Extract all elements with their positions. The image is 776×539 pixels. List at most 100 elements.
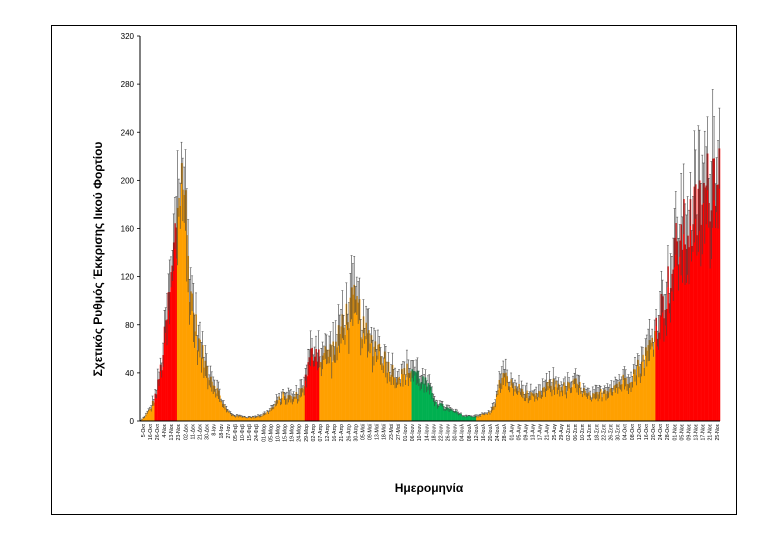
bar [683,199,685,421]
bar [333,354,336,421]
bar [358,299,361,421]
x-tick-label: 21-Νοε [708,423,714,440]
bar [145,414,147,421]
bar [436,404,439,421]
bar [480,415,482,421]
x-tick-label: 05-Μαϊ [360,423,366,440]
bar [394,378,396,421]
x-tick-label: 12-Οκτ [637,424,643,440]
bar [601,397,603,421]
bar [658,332,660,421]
bar [178,197,180,421]
x-tick-label: 19-Μαρ [290,424,296,442]
bar [528,396,531,421]
bar [398,376,400,421]
bar [633,369,635,421]
bar [373,346,375,421]
bar [639,373,642,421]
y-tick-label: 320 [121,32,135,41]
x-tick-label: 4-Νοε [162,423,168,437]
bar [258,416,261,421]
bar [523,397,526,421]
bar [147,410,150,421]
bar [349,297,352,421]
bar [261,415,263,421]
bar [631,381,634,421]
bar [684,244,686,421]
bar [452,410,454,421]
bar [368,330,370,421]
bar [665,308,668,421]
bar [303,386,306,421]
bar [477,416,480,421]
bar [310,348,312,421]
bar [573,378,576,421]
bar [619,384,622,421]
bar [590,399,593,421]
bar [265,413,267,421]
x-tick-label: 23-Μαϊ [389,423,395,440]
x-tick-label: 24-Οκτ [658,424,664,440]
x-tick-label: 17-Νοε [701,423,707,440]
bar [610,387,613,421]
bar [625,378,627,421]
bar [485,413,487,421]
bar [350,287,353,421]
bar [469,416,472,421]
x-tick-label: 21-Απρ [339,424,345,442]
x-tick-label: 02-Δεκ [183,424,189,440]
bar [298,395,300,421]
bar [420,382,423,421]
bar [677,264,680,421]
x-tick-label: 15-Μαρ [283,424,289,442]
bar [526,390,528,421]
bar [501,377,503,421]
bar [215,393,217,421]
bar [217,390,220,421]
x-tick-label: 22-Ιουν [438,424,444,442]
bar [582,388,585,421]
bar [498,379,501,421]
bar [212,385,215,421]
bar [283,396,286,421]
bar [511,383,514,421]
bar [339,333,341,421]
x-tick-label: 20-Οκτ [651,424,657,440]
bar [542,387,544,421]
bar [191,293,193,421]
bar [585,393,588,421]
bar [427,383,429,421]
bar [369,343,371,421]
bar [503,373,506,421]
bar [708,203,710,421]
bar [457,413,460,421]
x-tick-label: 15-Φεβ [247,424,253,441]
bar [225,409,228,421]
bar [613,385,615,421]
bar [563,382,565,421]
bar [568,383,570,421]
bar [190,291,192,421]
bar [426,386,428,421]
bar [141,419,143,421]
x-tick-label: 25-Νοε [715,423,721,440]
bar [687,235,689,421]
bar [414,371,416,421]
bar [216,388,219,421]
bar [213,385,216,421]
x-tick-label: 08-Ιουλ [467,424,473,442]
x-tick-label: 04-Ιουλ [460,424,466,442]
bar [275,400,278,421]
bar [157,379,159,421]
x-tick-label: 30-Ιουν [453,424,459,442]
x-tick-label: 01-Ιουν [403,424,409,442]
bar [551,389,553,421]
bar [669,288,672,421]
bar [465,416,468,421]
bar [561,390,564,421]
bar [292,396,295,421]
bar [236,415,238,421]
bar [319,362,321,421]
bar [383,351,386,421]
bar [211,381,213,421]
